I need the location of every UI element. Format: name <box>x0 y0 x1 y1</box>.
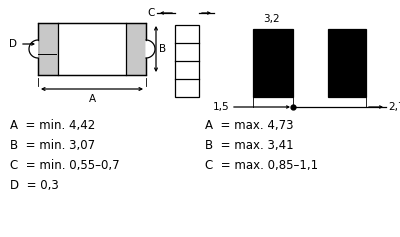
Text: C: C <box>148 8 155 18</box>
Text: B  = min. 3,07: B = min. 3,07 <box>10 139 95 152</box>
Bar <box>58 23 126 75</box>
Bar <box>328 29 366 97</box>
Text: D: D <box>9 39 17 49</box>
Text: B  = max. 3,41: B = max. 3,41 <box>205 139 294 152</box>
Text: 1,5: 1,5 <box>212 102 229 112</box>
Text: B: B <box>159 44 166 54</box>
Bar <box>253 29 293 97</box>
Text: D  = 0,3: D = 0,3 <box>10 179 59 192</box>
Text: 2,7: 2,7 <box>388 102 400 112</box>
Text: A  = max. 4,73: A = max. 4,73 <box>205 119 294 132</box>
Text: A  = min. 4,42: A = min. 4,42 <box>10 119 95 132</box>
Text: A: A <box>88 94 96 104</box>
Text: 3,2: 3,2 <box>263 14 279 24</box>
Text: C  = min. 0,55–0,7: C = min. 0,55–0,7 <box>10 159 120 172</box>
Bar <box>175 25 199 97</box>
Bar <box>126 23 146 75</box>
Polygon shape <box>29 40 38 58</box>
Bar <box>38 23 146 75</box>
Polygon shape <box>146 40 155 58</box>
Text: C  = max. 0,85–1,1: C = max. 0,85–1,1 <box>205 159 318 172</box>
Bar <box>38 23 58 75</box>
